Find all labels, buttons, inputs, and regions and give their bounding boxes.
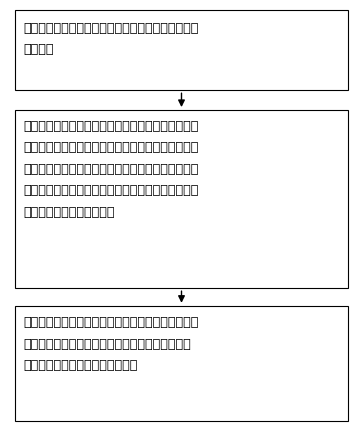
Text: 将风电场下一个控制周期的风速预测曲线转换为离散
风速序列: 将风电场下一个控制周期的风速预测曲线转换为离散 风速序列 (24, 22, 199, 56)
FancyBboxPatch shape (15, 111, 348, 289)
FancyBboxPatch shape (15, 11, 348, 91)
Text: 由各机组有功功率参考值及其开始作用的时刻，生成
离散风速序列作用下各机组有功功率参考值控制曲
线，各机组根据此控制曲线运行。: 由各机组有功功率参考值及其开始作用的时刻，生成 离散风速序列作用下各机组有功功率… (24, 316, 199, 372)
FancyBboxPatch shape (15, 306, 348, 421)
Text: 将离散风速序列各元素对应的风速值视为恒定自然风
速，基于尾流效应，分别计算在各恒定自然风速作用
下，各机组的有功功率参考值；同时，基于尾流传播
延迟，分别计算在: 将离散风速序列各元素对应的风速值视为恒定自然风 速，基于尾流效应，分别计算在各恒… (24, 119, 199, 218)
